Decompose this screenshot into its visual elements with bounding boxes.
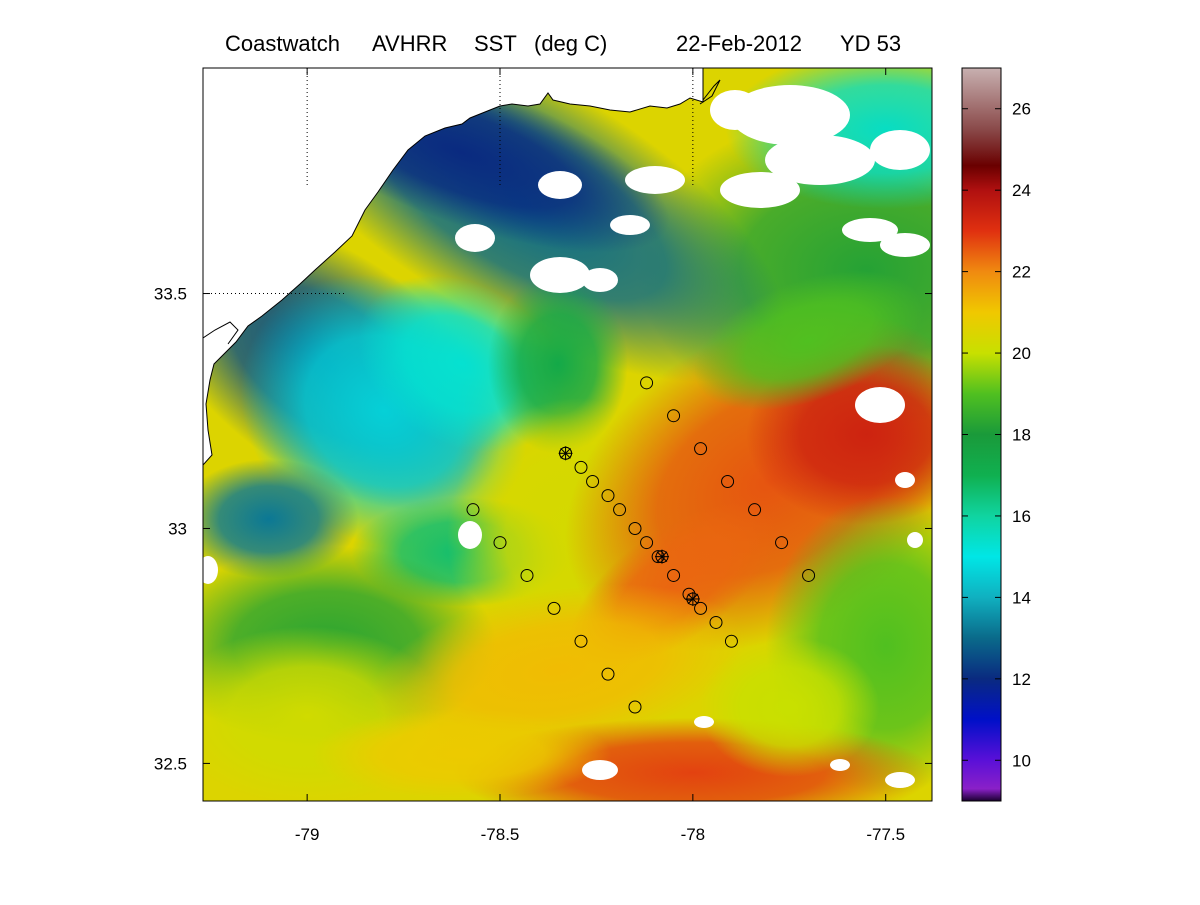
cloud-patch	[765, 135, 875, 185]
colorbar-ticks: 10 12 14 16 18 20 22 24 26	[962, 100, 1031, 770]
cloud-patch	[203, 556, 218, 584]
station-star-marker	[685, 591, 700, 606]
cloud-patch	[870, 130, 930, 170]
sst-map-area	[203, 68, 932, 801]
title-sensor: AVHRR	[372, 31, 447, 56]
colorbar-scale	[962, 68, 1001, 801]
colorbar-tick-label: 14	[1012, 588, 1031, 607]
colorbar-tick-label: 12	[1012, 670, 1031, 689]
station-circle-marker	[520, 568, 534, 582]
colorbar-tick-label: 26	[1012, 100, 1031, 119]
cloud-patch	[830, 759, 850, 771]
station-star-marker	[558, 446, 573, 461]
station-markers	[466, 376, 816, 714]
station-circle-marker	[574, 460, 588, 474]
colorbar: 10 12 14 16 18 20 22 24 26	[961, 67, 1031, 802]
colorbar-tick-label: 16	[1012, 507, 1031, 526]
cloud-patch	[880, 233, 930, 257]
cloud-patch	[610, 215, 650, 235]
cloud-patch	[530, 257, 590, 293]
cloud-patch	[538, 171, 582, 199]
station-circle-marker	[601, 667, 615, 681]
cloud-patch	[458, 521, 482, 549]
cloud-patch	[885, 772, 915, 788]
station-circle-marker	[601, 489, 615, 503]
cloud-patch	[455, 224, 495, 252]
station-circle-marker	[721, 474, 735, 488]
station-circle-marker	[802, 568, 816, 582]
sst-field	[203, 68, 932, 801]
title-variable: SST	[474, 31, 517, 56]
sst-patch	[693, 270, 924, 411]
station-circle-marker	[682, 587, 696, 601]
x-tick-label: -78.5	[481, 825, 520, 844]
figure-title: Coastwatch AVHRR SST (deg C) 22-Feb-2012…	[225, 31, 901, 56]
station-circle-marker	[775, 536, 789, 550]
station-circle-marker	[694, 601, 708, 615]
station-circle-marker	[694, 442, 708, 456]
land-mask	[203, 68, 704, 466]
station-circle-marker	[466, 503, 480, 517]
colorbar-tick-label: 20	[1012, 344, 1031, 363]
station-circle-marker	[667, 409, 681, 423]
station-circle-marker	[748, 503, 762, 517]
title-product: Coastwatch	[225, 31, 340, 56]
x-tick-label: -77.5	[866, 825, 905, 844]
cloud-patch	[710, 90, 760, 130]
station-circle-marker	[628, 521, 642, 535]
station-circle-marker	[547, 601, 561, 615]
title-date: 22-Feb-2012	[676, 31, 802, 56]
cloud-patch	[730, 85, 850, 145]
station-circle-marker	[613, 503, 627, 517]
station-circle-marker	[586, 474, 600, 488]
station-circle-marker	[667, 568, 681, 582]
cloud-patch	[582, 760, 618, 780]
cloud-patch	[694, 716, 714, 728]
x-tick-label: -79	[295, 825, 320, 844]
station-circle-marker	[493, 536, 507, 550]
colorbar-tick-label: 18	[1012, 426, 1031, 445]
x-tick-label: -78	[681, 825, 706, 844]
station-circle-marker	[640, 536, 654, 550]
y-tick-label: 33	[168, 519, 187, 538]
station-circle-marker	[574, 634, 588, 648]
title-yearday: YD 53	[840, 31, 901, 56]
cloud-mask	[203, 85, 930, 788]
cloud-patch	[842, 218, 898, 242]
colorbar-tick-label: 24	[1012, 181, 1031, 200]
title-units: (deg C)	[534, 31, 607, 56]
colorbar-tick-label: 22	[1012, 263, 1031, 282]
cloud-patch	[907, 532, 923, 548]
station-circle-marker	[640, 376, 654, 390]
cloud-patch	[720, 172, 800, 208]
map-gridlines	[203, 68, 694, 295]
cloud-patch	[625, 166, 685, 194]
map-frame	[202, 67, 933, 802]
cloud-patch	[855, 387, 905, 423]
sst-patch	[311, 709, 612, 800]
y-tick-label: 33.5	[154, 285, 187, 304]
station-circle-marker	[709, 615, 723, 629]
station-circle-marker	[628, 700, 642, 714]
sst-patch	[699, 637, 880, 778]
station-circle-marker	[724, 634, 738, 648]
cloud-patch	[582, 268, 618, 292]
station-star-marker	[655, 549, 669, 564]
cloud-patch	[895, 472, 915, 488]
map-axis-ticks: -79 -78.5 -78 -77.5 33.5 33 32.5	[154, 68, 932, 844]
coastline-detail	[203, 79, 721, 345]
colorbar-tick-label: 10	[1012, 751, 1031, 770]
y-tick-label: 32.5	[154, 754, 187, 773]
